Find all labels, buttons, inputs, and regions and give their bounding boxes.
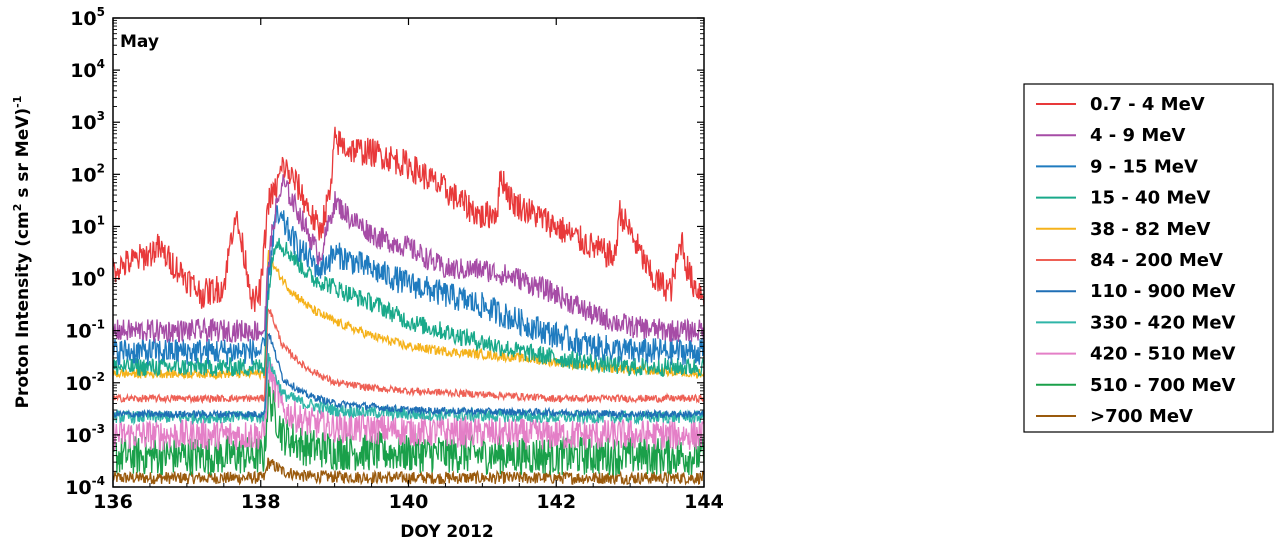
y-axis-ticks: 10-4 10-3 10-2 10-1 100 101 102 103 104 105 xyxy=(65,5,704,499)
legend-label: 38 - 82 MeV xyxy=(1090,219,1210,240)
y-tick-label: 103 xyxy=(70,109,105,134)
legend-label: 84 - 200 MeV xyxy=(1090,250,1223,271)
legend-label: >700 MeV xyxy=(1090,406,1193,427)
legend-label: 110 - 900 MeV xyxy=(1090,281,1236,302)
series-line xyxy=(113,379,704,476)
y-tick-label: 105 xyxy=(70,5,105,30)
series-line xyxy=(113,205,704,365)
y-axis-label: Proton Intensity (cm2 s sr MeV)-1 xyxy=(11,96,33,409)
series-line xyxy=(113,358,704,452)
y-tick-label: 102 xyxy=(70,161,105,186)
series-layer xyxy=(113,126,704,486)
legend-label: 9 - 15 MeV xyxy=(1090,156,1198,177)
x-tick-label: 140 xyxy=(389,491,429,513)
series-line xyxy=(113,237,704,378)
y-tick-label: 10-2 xyxy=(65,370,105,395)
legend-box xyxy=(1023,83,1274,433)
series-line xyxy=(113,126,704,312)
y-tick-label: 100 xyxy=(70,266,105,291)
y-tick-label: 104 xyxy=(70,57,105,82)
y-tick-label: 10-1 xyxy=(65,318,105,343)
legend-label: 510 - 700 MeV xyxy=(1090,375,1236,396)
x-axis-ticks: 136 138 140 142 144 xyxy=(93,18,724,513)
x-tick-label: 138 xyxy=(241,491,281,513)
x-tick-label: 144 xyxy=(684,491,724,513)
panel-label: May xyxy=(120,32,159,52)
series-line xyxy=(113,174,704,344)
legend-label: 0.7 - 4 MeV xyxy=(1090,94,1205,115)
series-line xyxy=(113,332,704,420)
x-tick-label: 136 xyxy=(93,491,133,513)
x-tick-label: 142 xyxy=(536,491,576,513)
legend-label: 15 - 40 MeV xyxy=(1090,188,1210,209)
legend-label: 420 - 510 MeV xyxy=(1090,344,1236,365)
series-line xyxy=(113,308,704,405)
legend-label: 4 - 9 MeV xyxy=(1090,125,1185,146)
x-axis-label: DOY 2012 xyxy=(400,522,494,542)
series-line xyxy=(113,250,704,381)
y-tick-label: 10-4 xyxy=(65,474,105,499)
y-tick-label: 101 xyxy=(70,213,105,238)
y-tick-label: 10-3 xyxy=(65,422,105,447)
legend: 0.7 - 4 MeV 4 - 9 MeV 9 - 15 MeV 15 - 40 Me… xyxy=(1023,83,1274,433)
legend-label: 330 - 420 MeV xyxy=(1090,312,1236,333)
